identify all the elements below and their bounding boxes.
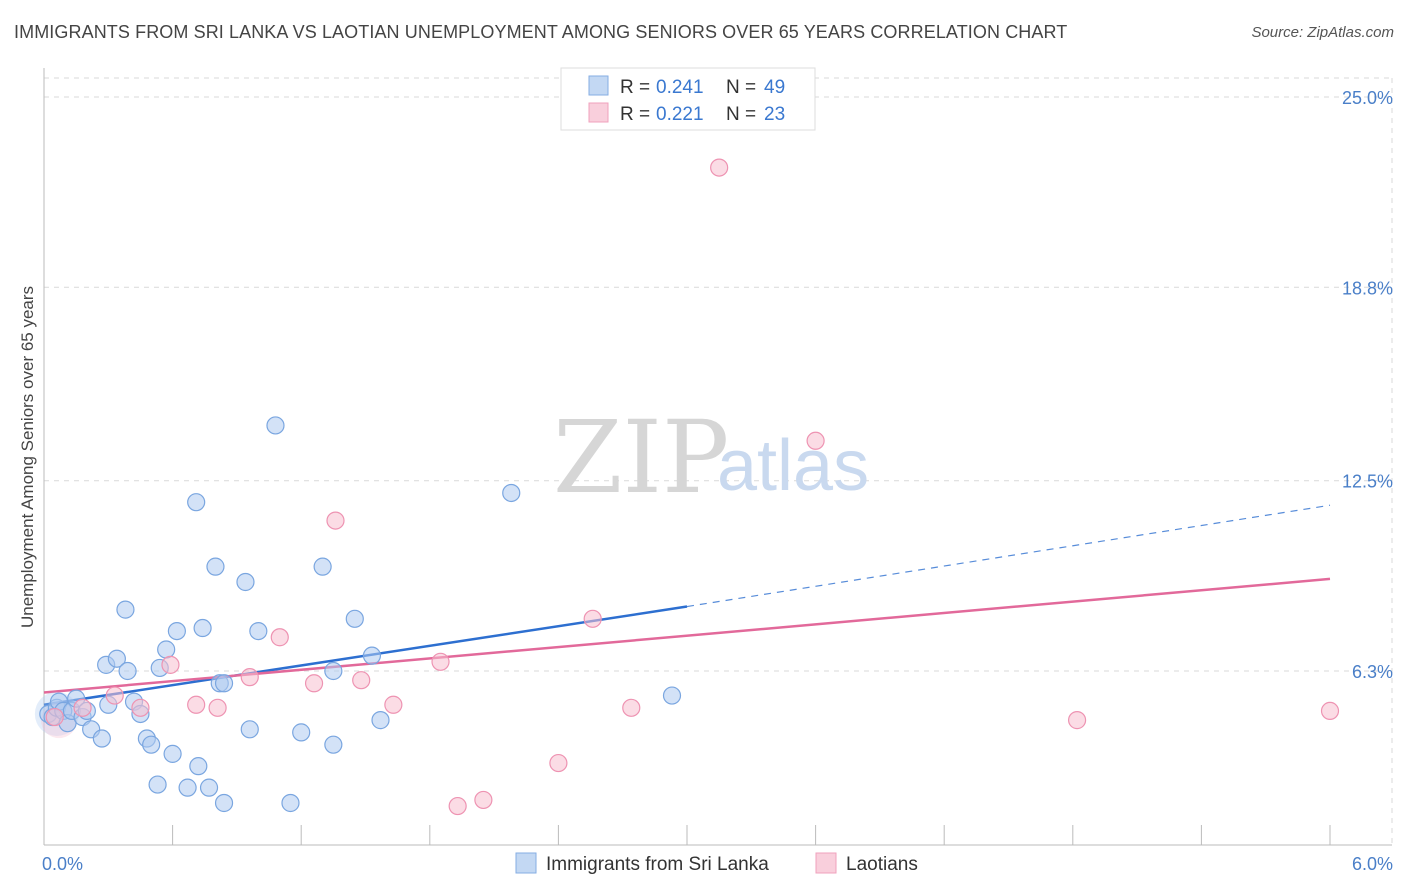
watermark: ZIP atlas xyxy=(553,399,869,516)
trendline-sri-lanka-extension xyxy=(686,504,1331,608)
point-sri-lanka-20 xyxy=(142,735,161,754)
trendlines xyxy=(43,504,1331,707)
chart-title: IMMIGRANTS FROM SRI LANKA VS LAOTIAN UNE… xyxy=(14,22,1068,42)
point-sri-lanka-46 xyxy=(371,711,390,730)
point-laotians-14 xyxy=(448,796,467,816)
point-laotians-19 xyxy=(710,158,729,177)
point-sri-lanka-38 xyxy=(266,416,285,435)
point-laotians-22 xyxy=(1320,701,1340,721)
y-tick-label-1: 12.5% xyxy=(1342,472,1393,492)
point-sri-lanka-47 xyxy=(502,483,521,503)
point-sri-lanka-15 xyxy=(116,600,135,619)
point-sri-lanka-37 xyxy=(249,621,268,641)
series-swatch-sri-lanka xyxy=(515,852,537,874)
correlation-legend: R = 0.241 N = 49 R = 0.221 N = 23 xyxy=(560,67,816,131)
point-laotians-2 xyxy=(105,686,124,705)
point-laotians-16 xyxy=(549,753,568,773)
series-label-sri-lanka: Immigrants from Sri Lanka xyxy=(546,854,769,875)
legend-n-label-1: N = xyxy=(726,77,756,98)
point-sri-lanka-25 xyxy=(167,621,186,641)
x-tick-label-1: 6.0% xyxy=(1352,854,1393,874)
y-tick-label-3: 25.0% xyxy=(1342,88,1393,108)
point-sri-lanka-48 xyxy=(662,686,682,705)
point-sri-lanka-28 xyxy=(189,757,208,776)
legend-r-value-2: 0.221 xyxy=(656,104,704,125)
point-sri-lanka-40 xyxy=(292,723,311,742)
point-sri-lanka-30 xyxy=(199,778,219,797)
point-laotians-12 xyxy=(384,695,403,714)
point-sri-lanka-21 xyxy=(148,775,167,794)
point-sri-lanka-31 xyxy=(206,557,225,576)
point-laotians-21 xyxy=(1067,711,1087,730)
point-laotians-17 xyxy=(583,609,602,628)
legend-r-label-2: R = xyxy=(620,104,650,125)
point-laotians-6 xyxy=(208,698,227,717)
legend-n-value-2: 23 xyxy=(764,104,785,125)
trendline-laotians xyxy=(43,577,1331,694)
point-sri-lanka-35 xyxy=(236,572,255,592)
point-laotians-10 xyxy=(326,511,345,530)
point-laotians-13 xyxy=(431,652,450,671)
y-tick-label-2: 18.8% xyxy=(1342,278,1393,298)
point-laotians-4 xyxy=(161,655,180,674)
point-sri-lanka-29 xyxy=(193,618,212,638)
point-sri-lanka-33 xyxy=(214,793,234,813)
legend-r-value-1: 0.241 xyxy=(656,77,704,98)
point-laotians-20 xyxy=(806,431,825,450)
point-sri-lanka-42 xyxy=(324,735,343,754)
point-laotians-8 xyxy=(270,628,289,647)
x-tick-label-0: 0.0% xyxy=(42,854,83,874)
legend-n-value-1: 49 xyxy=(764,77,785,98)
point-sri-lanka-26 xyxy=(178,778,197,797)
point-sri-lanka-44 xyxy=(345,609,364,628)
point-laotians-5 xyxy=(187,695,206,714)
point-sri-lanka-27 xyxy=(187,493,206,512)
point-sri-lanka-34 xyxy=(214,674,234,693)
data-points xyxy=(34,158,1340,816)
point-sri-lanka-36 xyxy=(240,720,259,739)
legend-swatch-blue xyxy=(588,75,609,96)
point-sri-lanka-11 xyxy=(92,729,111,748)
point-sri-lanka-16 xyxy=(118,661,137,681)
point-sri-lanka-39 xyxy=(281,793,300,813)
y-tick-label-0: 6.3% xyxy=(1352,662,1393,682)
series-legend: Immigrants from Sri Lanka Laotians xyxy=(515,852,918,875)
watermark-zip: ZIP xyxy=(553,399,729,516)
legend-swatch-pink xyxy=(588,102,609,123)
y-tick-labels: 6.3% 12.5% 18.8% 25.0% xyxy=(1342,88,1393,682)
point-sri-lanka-14 xyxy=(107,649,126,668)
point-sri-lanka-24 xyxy=(163,744,182,763)
legend-n-label-2: N = xyxy=(726,104,756,125)
point-laotians-1 xyxy=(73,698,92,717)
point-sri-lanka-43 xyxy=(324,661,343,681)
point-laotians-11 xyxy=(352,671,371,690)
point-laotians-0 xyxy=(45,707,64,727)
y-axis-label: Unemployment Among Seniors over 65 years xyxy=(18,286,37,628)
point-laotians-18 xyxy=(622,698,641,717)
point-sri-lanka-45 xyxy=(362,646,382,665)
point-laotians-7 xyxy=(240,668,259,687)
point-sri-lanka-23 xyxy=(157,640,176,659)
point-laotians-3 xyxy=(131,698,150,717)
point-laotians-9 xyxy=(304,674,324,693)
legend-r-label-1: R = xyxy=(620,77,650,98)
point-laotians-15 xyxy=(474,790,493,810)
watermark-atlas: atlas xyxy=(717,426,869,506)
series-label-laotians: Laotians xyxy=(846,854,918,875)
source-label: Source: ZipAtlas.com xyxy=(1251,24,1394,41)
point-sri-lanka-41 xyxy=(313,557,332,576)
x-tick-labels: 0.0% 6.0% xyxy=(42,854,1393,874)
series-swatch-laotians xyxy=(815,852,837,874)
